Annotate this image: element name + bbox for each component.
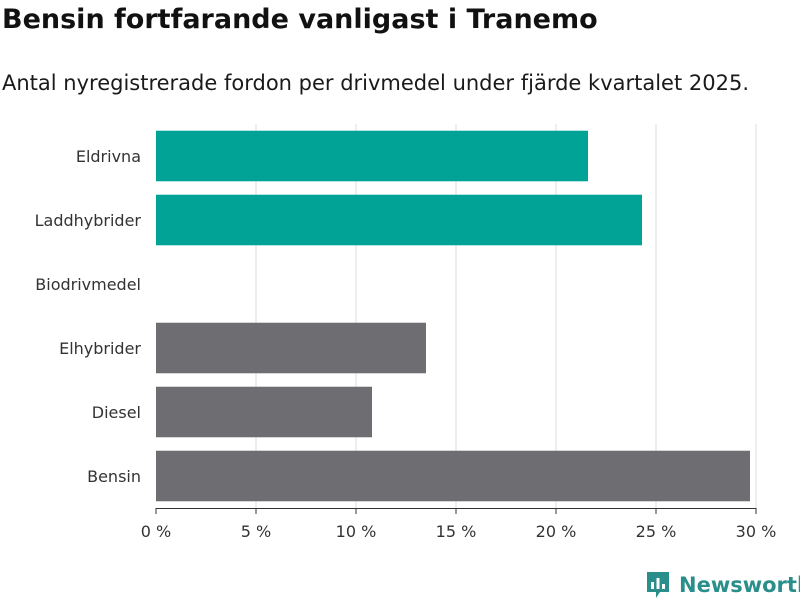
x-tick-label: 30 % — [736, 522, 777, 541]
x-tick-label: 5 % — [241, 522, 271, 541]
bar-chart-logo-icon — [647, 572, 669, 598]
category-label: Elhybrider — [59, 339, 141, 358]
chart-subtitle: Antal nyregistrerade fordon per drivmede… — [2, 71, 750, 95]
x-tick-label: 15 % — [436, 522, 477, 541]
x-tick-label: 0 % — [141, 522, 171, 541]
brand-name: Newsworthy — [679, 573, 800, 597]
chart-title: Bensin fortfarande vanligast i Tranemo — [2, 4, 598, 35]
x-tick-label: 20 % — [536, 522, 577, 541]
category-label: Bensin — [87, 467, 141, 486]
x-tick-label: 10 % — [336, 522, 377, 541]
bar-elhybrider — [156, 322, 426, 374]
bar-eldrivna — [156, 130, 588, 182]
category-label: Eldrivna — [76, 147, 141, 166]
bar-bensin — [156, 450, 750, 502]
x-tick-label: 25 % — [636, 522, 677, 541]
category-label: Laddhybrider — [35, 211, 142, 230]
brand-logo[interactable]: Newsworthy — [645, 569, 800, 601]
category-label: Diesel — [92, 403, 141, 422]
bar-diesel — [156, 386, 372, 438]
category-label: Biodrivmedel — [35, 275, 141, 294]
bar-laddhybrider — [156, 194, 642, 246]
